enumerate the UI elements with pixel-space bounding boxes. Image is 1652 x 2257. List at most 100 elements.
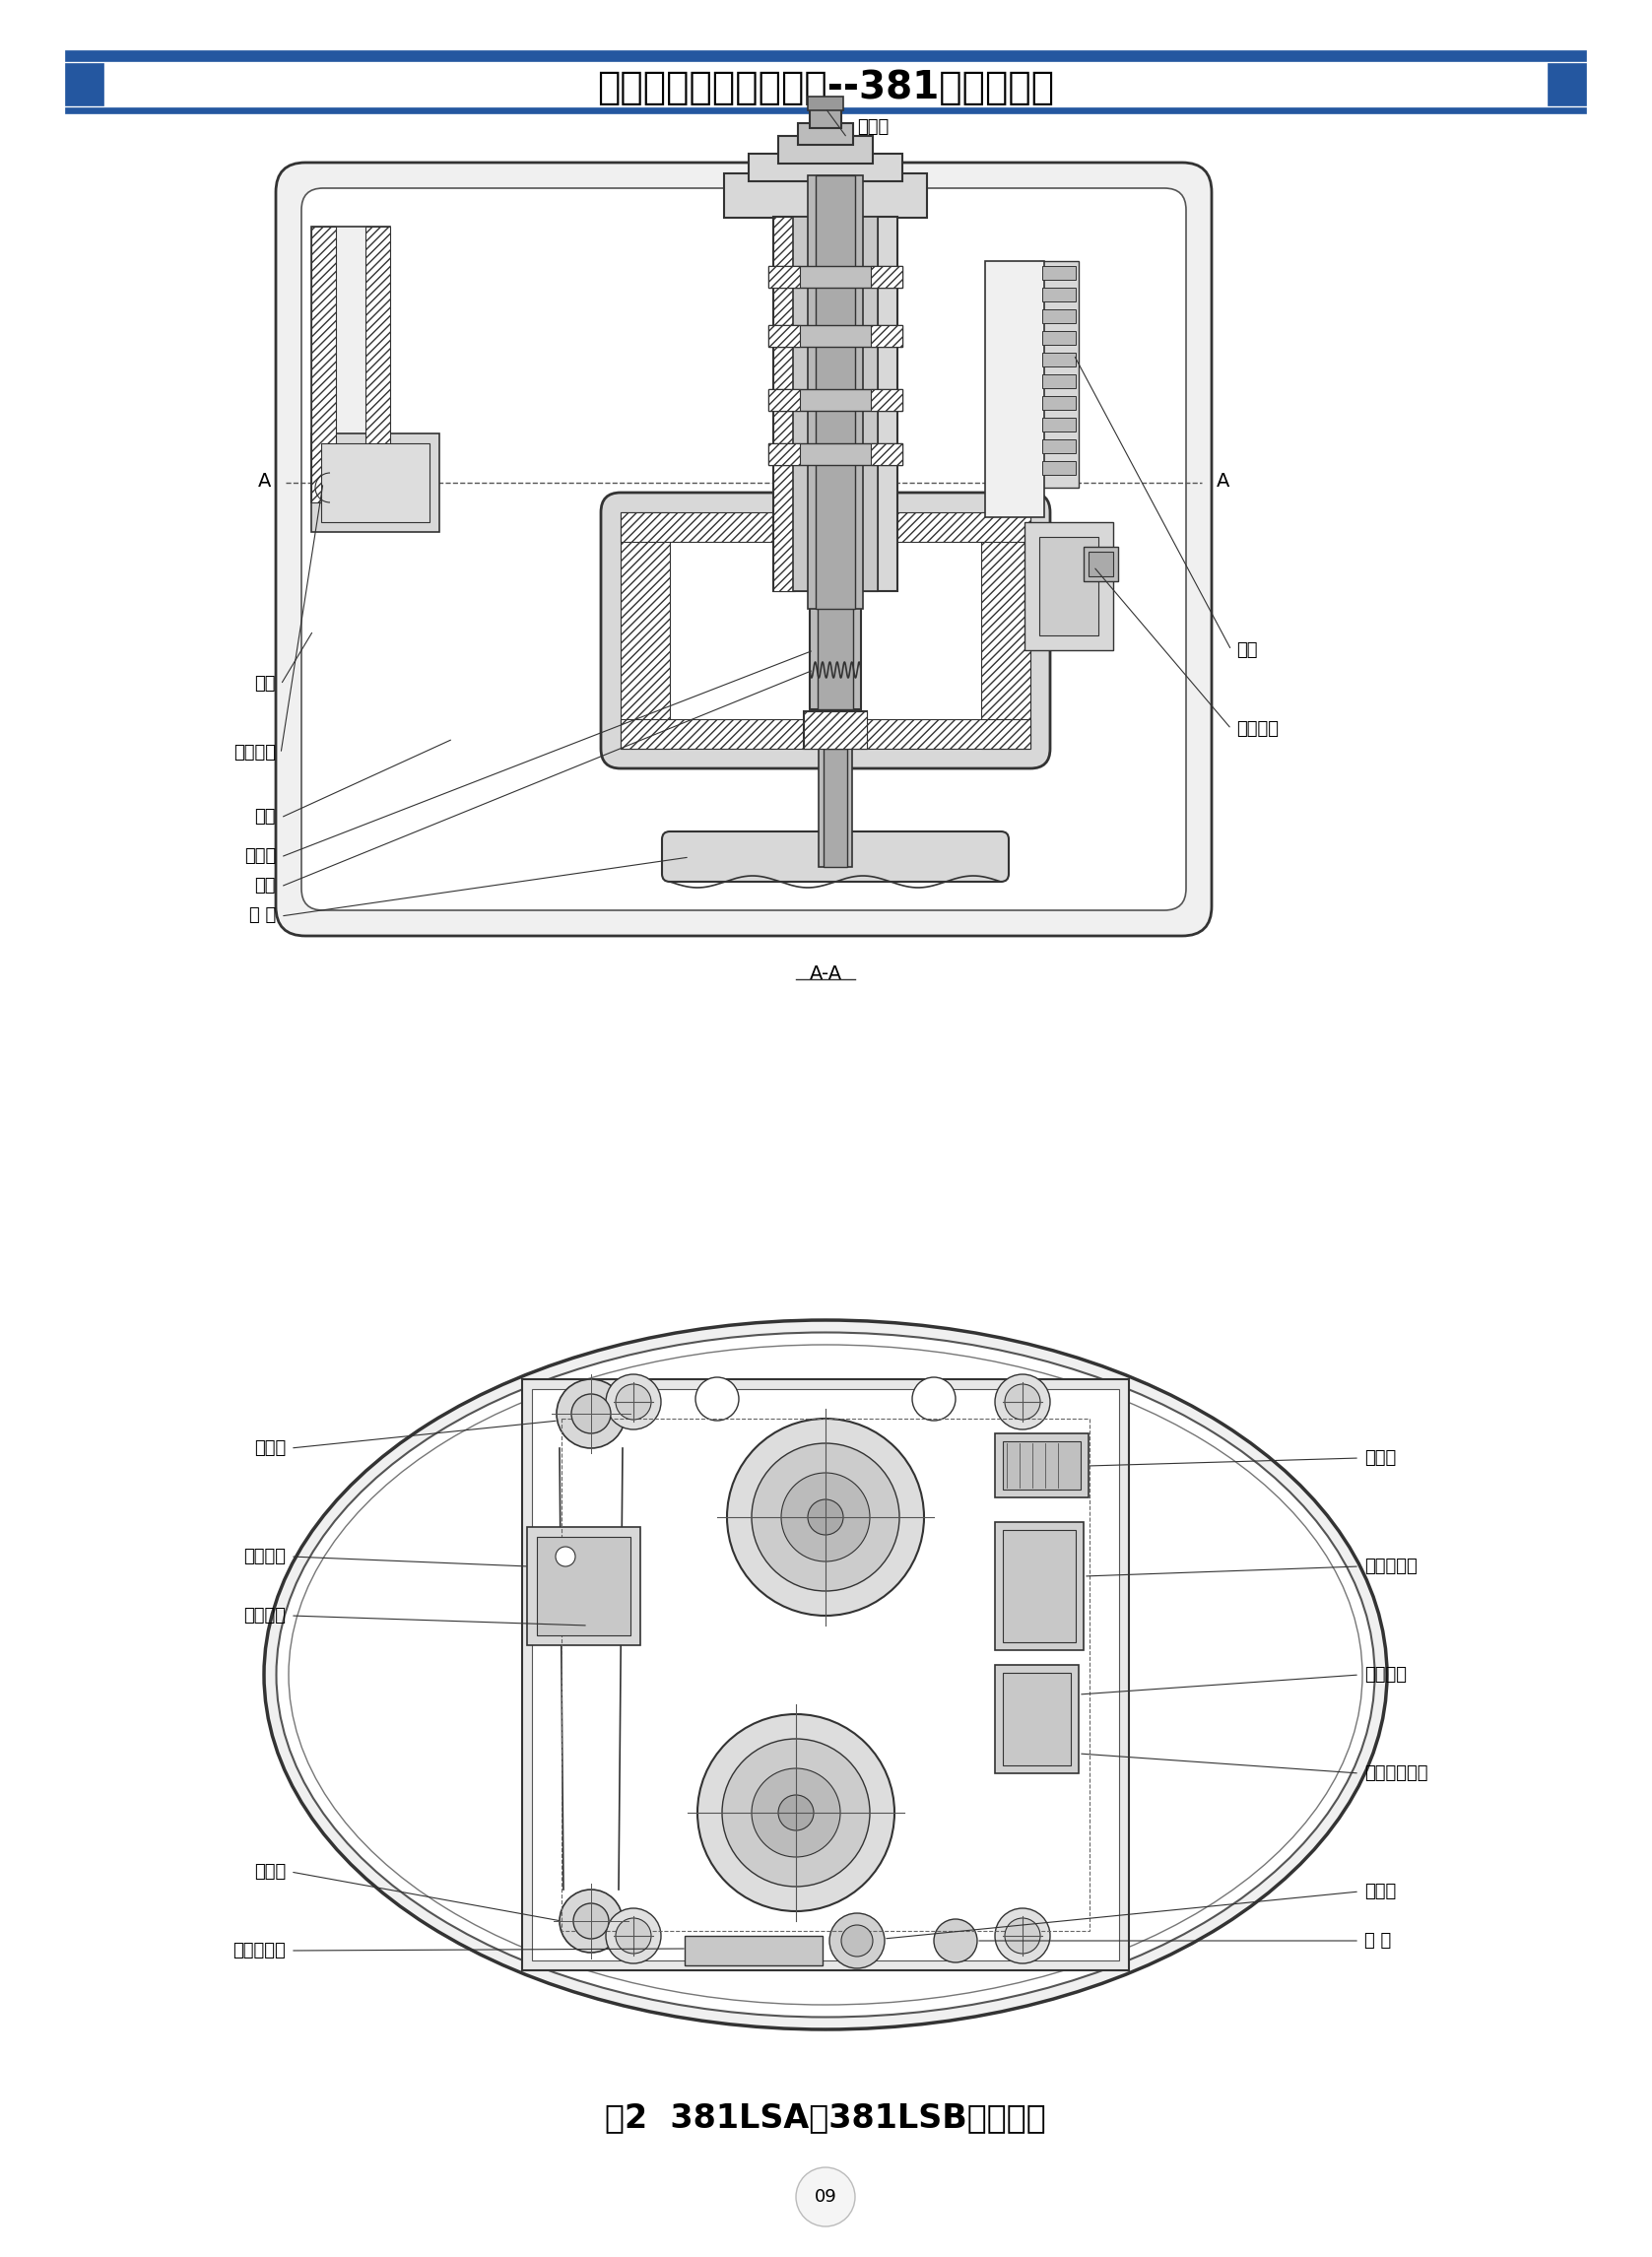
Text: A: A — [258, 472, 271, 490]
Bar — [537, 1537, 631, 1636]
Bar — [778, 135, 872, 163]
Bar — [793, 217, 877, 591]
Bar — [527, 1528, 641, 1645]
Bar — [1039, 262, 1079, 488]
Bar — [995, 1666, 1079, 1774]
Bar — [768, 325, 800, 348]
Bar — [1039, 537, 1099, 636]
Text: 支 架: 支 架 — [249, 907, 276, 923]
Bar — [808, 97, 843, 111]
Bar — [1003, 1530, 1075, 1643]
Text: 开度检测部件: 开度检测部件 — [1365, 1765, 1427, 1783]
Bar — [1003, 1672, 1070, 1765]
Bar — [871, 442, 902, 465]
Circle shape — [722, 1738, 871, 1887]
Text: A-A: A-A — [809, 964, 843, 982]
Circle shape — [808, 1499, 843, 1535]
Circle shape — [781, 1474, 871, 1562]
Circle shape — [557, 1379, 626, 1449]
Text: 空间加热器: 空间加热器 — [233, 1941, 286, 1959]
Bar — [805, 711, 867, 749]
Text: 壳体: 壳体 — [254, 808, 276, 826]
Bar — [1084, 546, 1118, 582]
Bar — [768, 388, 902, 411]
Circle shape — [555, 1546, 575, 1566]
Bar — [768, 266, 902, 287]
Bar — [819, 749, 852, 867]
Circle shape — [841, 1925, 872, 1957]
Bar — [871, 325, 902, 348]
Text: 齿条: 齿条 — [1236, 641, 1257, 659]
Bar — [1042, 395, 1075, 411]
Bar — [768, 388, 800, 411]
Circle shape — [829, 1914, 884, 1968]
Bar — [809, 591, 861, 709]
Circle shape — [778, 1794, 814, 1830]
Bar — [311, 226, 335, 503]
Text: 09: 09 — [814, 2187, 836, 2205]
Text: 电动单座调节阀执行器--381电动执行器: 电动单座调节阀执行器--381电动执行器 — [596, 70, 1054, 106]
Bar — [871, 266, 902, 287]
Circle shape — [995, 1907, 1051, 1964]
Text: 同步皮带: 同步皮带 — [243, 1607, 286, 1625]
Bar — [66, 63, 104, 106]
Bar — [532, 1388, 1118, 1961]
Ellipse shape — [264, 1320, 1388, 2029]
Circle shape — [616, 1384, 651, 1420]
Bar — [311, 433, 439, 533]
Bar — [66, 52, 1586, 61]
Bar — [1042, 332, 1075, 345]
Bar — [808, 176, 862, 609]
Bar — [805, 711, 867, 749]
Circle shape — [912, 1377, 955, 1420]
Text: 反馈模块: 反馈模块 — [233, 745, 276, 761]
Text: 扼流圈: 扼流圈 — [1365, 1882, 1396, 1900]
Bar — [818, 591, 852, 709]
Circle shape — [606, 1375, 661, 1429]
Circle shape — [752, 1769, 841, 1858]
Bar — [816, 176, 856, 609]
Bar — [365, 226, 390, 503]
Circle shape — [616, 1918, 651, 1955]
Text: 弹簧: 弹簧 — [254, 876, 276, 894]
Bar — [768, 442, 800, 465]
Circle shape — [995, 1375, 1051, 1429]
Bar — [1042, 418, 1075, 431]
Text: 手动锁: 手动锁 — [857, 117, 889, 135]
Text: 输出轴: 输出轴 — [244, 846, 276, 864]
Bar — [311, 226, 390, 503]
Text: 精密电位器: 精密电位器 — [1365, 1557, 1417, 1575]
Bar — [1042, 352, 1075, 366]
FancyBboxPatch shape — [276, 163, 1211, 937]
FancyBboxPatch shape — [601, 492, 1051, 767]
Bar — [1042, 375, 1075, 388]
Bar — [522, 1379, 1128, 1970]
Bar — [724, 174, 927, 217]
Bar — [856, 217, 877, 591]
Text: 反馈模块: 反馈模块 — [243, 1548, 286, 1566]
Text: A: A — [1216, 472, 1229, 490]
Bar — [66, 108, 1586, 113]
Bar — [809, 108, 841, 129]
Bar — [748, 153, 902, 181]
FancyBboxPatch shape — [301, 187, 1186, 910]
Circle shape — [606, 1907, 661, 1964]
Bar — [1089, 551, 1113, 576]
Text: 电 容: 电 容 — [1365, 1932, 1391, 1950]
Circle shape — [695, 1377, 738, 1420]
Circle shape — [752, 1442, 899, 1591]
Bar — [871, 388, 902, 411]
Bar — [320, 442, 430, 521]
Bar — [773, 217, 897, 591]
Bar — [798, 124, 852, 144]
Circle shape — [727, 1420, 923, 1616]
Bar — [1042, 287, 1075, 302]
Text: 图2  381LSA、381LSB型执行器: 图2 381LSA、381LSB型执行器 — [605, 2101, 1046, 2135]
Text: 限位开关: 限位开关 — [1236, 720, 1279, 738]
Bar — [1042, 460, 1075, 474]
Circle shape — [796, 2167, 856, 2225]
Bar — [981, 512, 1031, 749]
Circle shape — [1004, 1384, 1041, 1420]
Circle shape — [560, 1889, 623, 1952]
Bar — [824, 749, 847, 867]
